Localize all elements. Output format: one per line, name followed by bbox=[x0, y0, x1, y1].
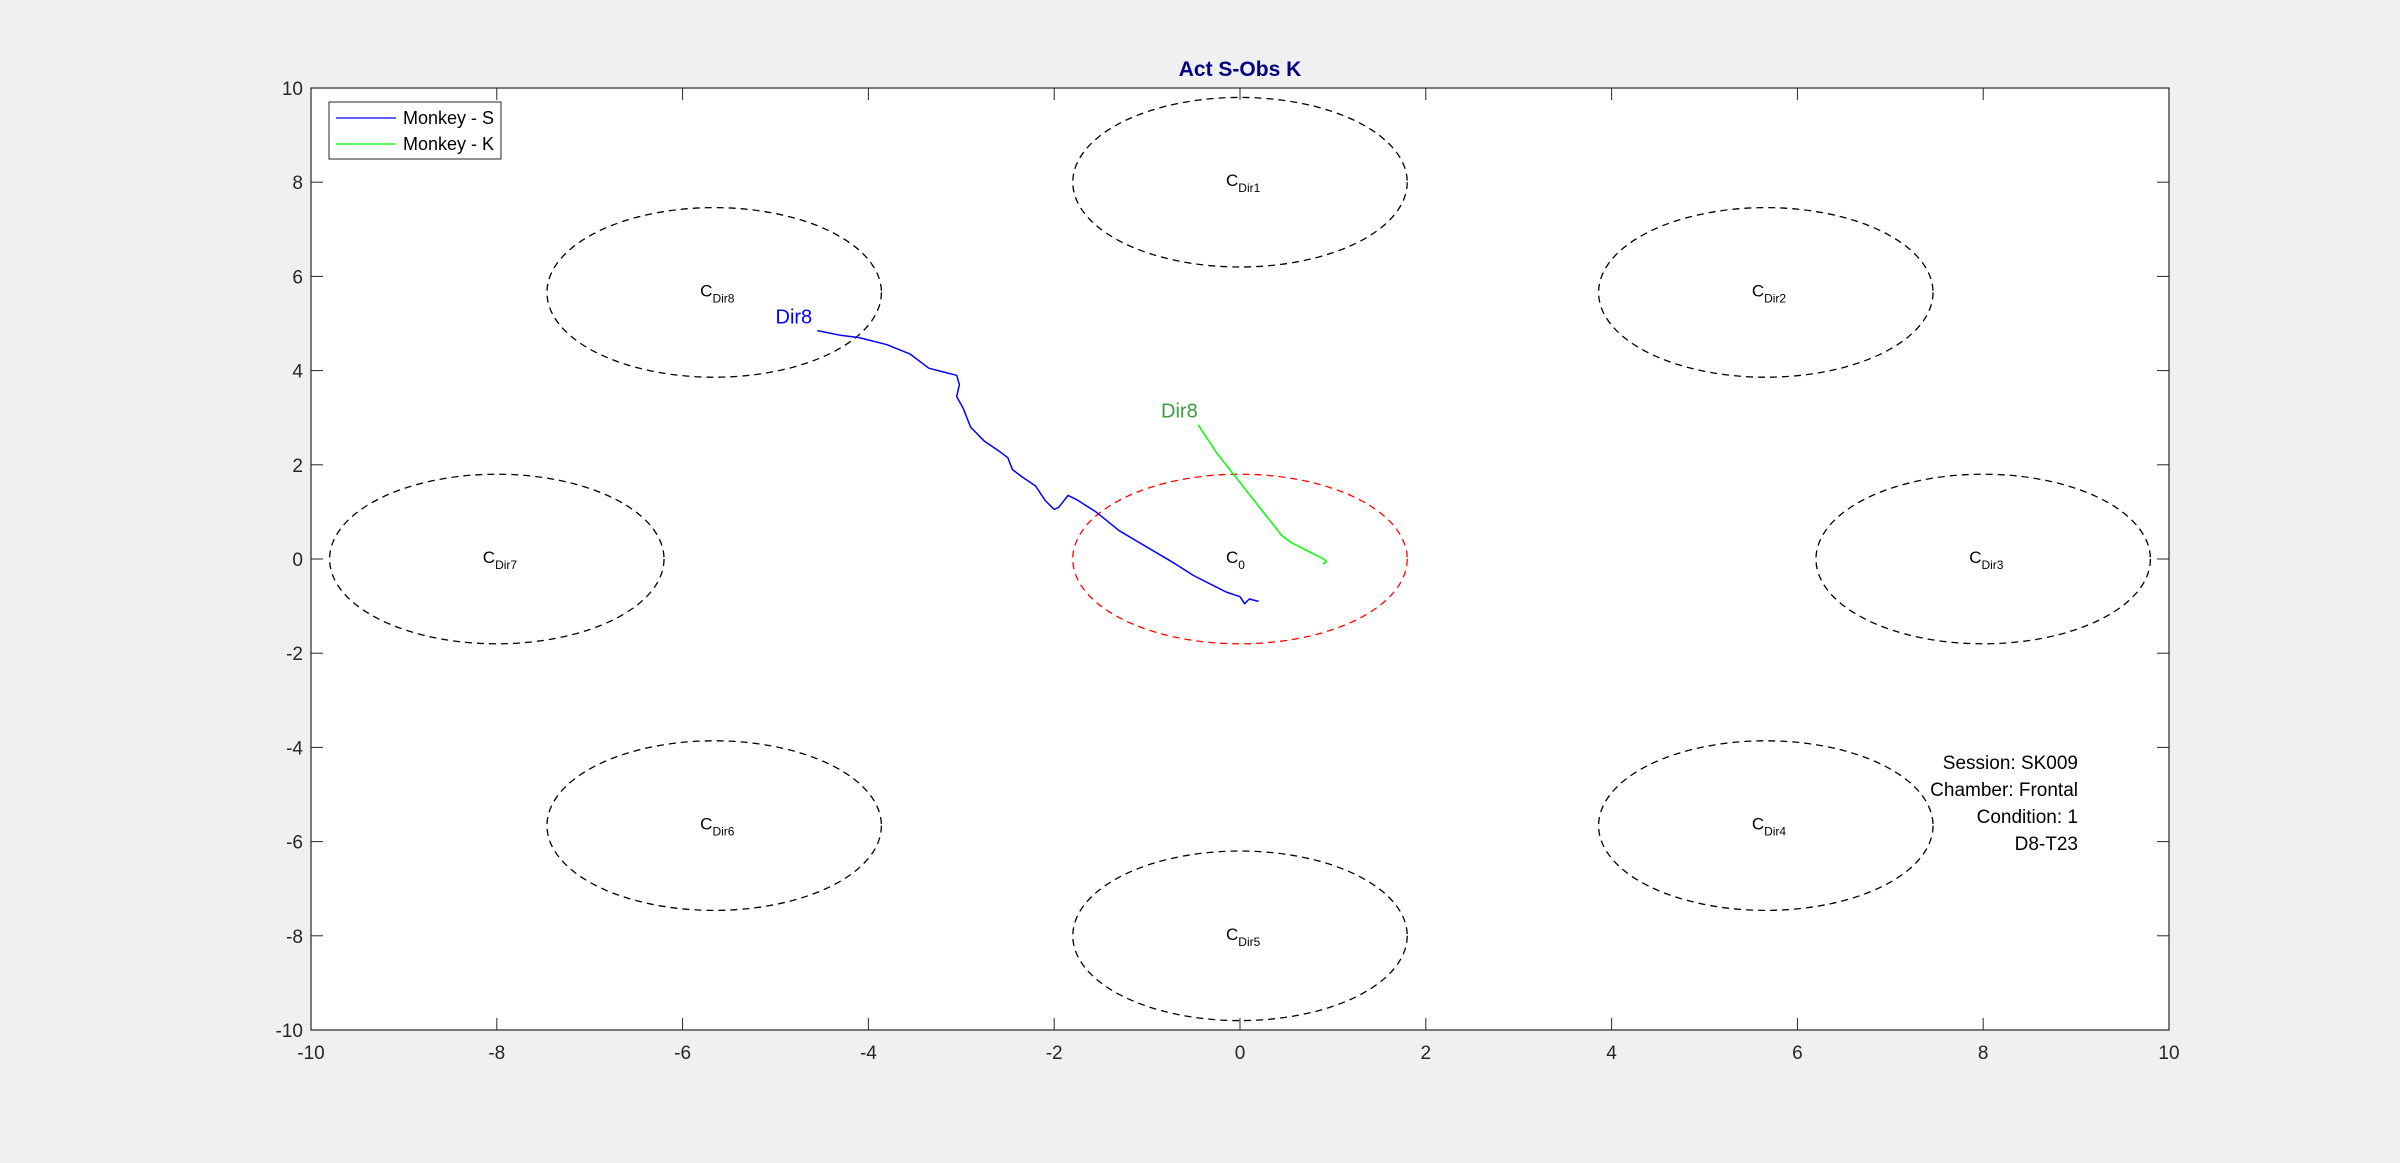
x-tick-label: 4 bbox=[1606, 1043, 1617, 1064]
x-tick-label: 10 bbox=[2158, 1043, 2179, 1064]
legend-label-monkey-k: Monkey - K bbox=[403, 134, 494, 154]
chart-title: Act S-Obs K bbox=[1179, 58, 1302, 81]
target-circle-dir2 bbox=[1597, 206, 1934, 378]
legend: Monkey - S Monkey - K bbox=[328, 101, 502, 160]
x-tick-label: -4 bbox=[860, 1043, 877, 1064]
chamber-label: Chamber: Frontal bbox=[1930, 780, 2078, 801]
condition-label: Condition: 1 bbox=[1977, 807, 2078, 828]
session-info: Session: SK009 Chamber: Frontal Conditio… bbox=[1930, 753, 2078, 855]
trajectory-start-label-monkey-k: Dir8 bbox=[1161, 401, 1198, 423]
y-tick-label: -10 bbox=[276, 1021, 303, 1042]
trajectory-start-label-monkey-s: Dir8 bbox=[776, 307, 813, 329]
x-tick-label: -6 bbox=[674, 1043, 691, 1064]
y-tick-label: -8 bbox=[286, 927, 303, 948]
target-circle-dir8 bbox=[546, 206, 883, 378]
plot-area bbox=[310, 87, 2170, 1031]
session-label: Session: SK009 bbox=[1943, 753, 2078, 774]
y-tick-label: -4 bbox=[286, 738, 303, 759]
trajectory-line-monkey-k bbox=[1197, 424, 1328, 565]
x-tick-label: 8 bbox=[1978, 1043, 1989, 1064]
legend-label-monkey-s: Monkey - S bbox=[403, 108, 494, 128]
x-tick-label: 0 bbox=[1235, 1043, 1246, 1064]
y-tick-label: 0 bbox=[292, 550, 303, 571]
y-tick-label: 10 bbox=[282, 79, 303, 100]
y-tick-label: -6 bbox=[286, 833, 303, 854]
y-tick-label: 4 bbox=[292, 362, 303, 383]
trial-label: D8-T23 bbox=[2015, 834, 2078, 855]
trajectories: Dir8 Dir8 bbox=[776, 307, 1328, 605]
target-circle-dir3 bbox=[1815, 473, 2152, 645]
x-tick-label: -2 bbox=[1046, 1043, 1063, 1064]
y-tick-label: 8 bbox=[292, 173, 303, 194]
y-tick-label: 2 bbox=[292, 456, 303, 477]
target-circle-dir5 bbox=[1072, 850, 1408, 1022]
target-circle-dir7 bbox=[328, 473, 665, 645]
x-tick-label: -10 bbox=[297, 1043, 324, 1064]
target-circle-0 bbox=[1072, 473, 1408, 645]
trajectory-line-monkey-s bbox=[817, 329, 1259, 605]
axis-ticks: -10 -8 -6 -4 -2 0 2 4 6 8 10 -10 -8 -6 -4 -2 0 2 4 6 8 10 bbox=[276, 79, 2180, 1064]
x-tick-label: 6 bbox=[1792, 1043, 1803, 1064]
y-tick-label: -2 bbox=[286, 644, 303, 665]
x-tick-label: 2 bbox=[1421, 1043, 1432, 1064]
target-circle-dir1 bbox=[1072, 96, 1408, 268]
x-tick-label: -8 bbox=[488, 1043, 505, 1064]
y-tick-label: 6 bbox=[292, 267, 303, 288]
target-circle-dir6 bbox=[546, 740, 883, 912]
legend-box bbox=[328, 101, 502, 160]
target-circle-dir4 bbox=[1597, 740, 1934, 912]
